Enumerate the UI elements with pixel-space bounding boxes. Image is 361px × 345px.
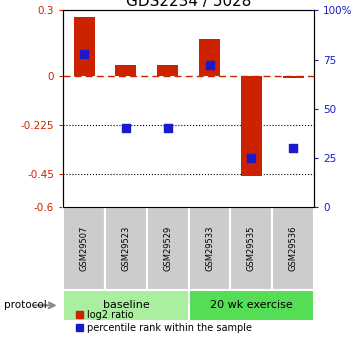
Bar: [105, 207, 147, 290]
Title: GDS2234 / 5028: GDS2234 / 5028: [126, 0, 251, 9]
Bar: [74, 17, 95, 76]
Point: [123, 126, 129, 131]
Text: GSM29529: GSM29529: [163, 226, 172, 271]
Text: GSM29507: GSM29507: [79, 226, 88, 271]
Text: GSM29533: GSM29533: [205, 226, 214, 271]
Legend: log2 ratio, percentile rank within the sample: log2 ratio, percentile rank within the s…: [71, 306, 256, 337]
Point: [165, 126, 171, 131]
Bar: [63, 290, 188, 321]
Text: protocol: protocol: [4, 300, 46, 310]
Bar: [116, 65, 136, 76]
Bar: [272, 207, 314, 290]
Bar: [188, 290, 314, 321]
Point: [248, 155, 254, 161]
Text: 20 wk exercise: 20 wk exercise: [210, 300, 293, 310]
Bar: [283, 76, 304, 78]
Bar: [230, 207, 272, 290]
Text: GSM29535: GSM29535: [247, 226, 256, 271]
Bar: [188, 207, 230, 290]
Bar: [147, 207, 188, 290]
Bar: [157, 65, 178, 76]
Bar: [199, 39, 220, 76]
Point: [206, 63, 212, 68]
Point: [290, 145, 296, 151]
Text: baseline: baseline: [103, 300, 149, 310]
Point: [81, 51, 87, 56]
Bar: [63, 207, 105, 290]
Text: GSM29536: GSM29536: [289, 226, 298, 271]
Text: GSM29523: GSM29523: [121, 226, 130, 271]
Bar: [241, 76, 262, 176]
